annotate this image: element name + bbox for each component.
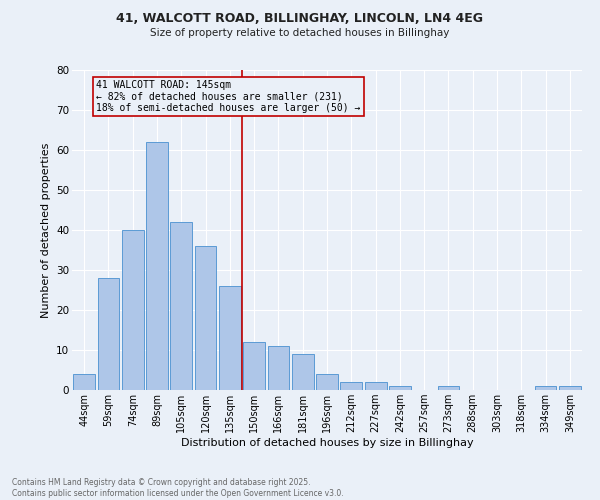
Text: 41, WALCOTT ROAD, BILLINGHAY, LINCOLN, LN4 4EG: 41, WALCOTT ROAD, BILLINGHAY, LINCOLN, L… (116, 12, 484, 26)
Bar (170, 222, 192, 390)
Bar (437, 386, 460, 390)
Bar (559, 386, 581, 390)
Bar (146, 142, 168, 390)
Bar (122, 230, 143, 390)
Bar (194, 246, 217, 390)
Bar (365, 382, 386, 390)
Bar (268, 346, 289, 390)
Bar (535, 386, 556, 390)
Bar (73, 374, 95, 390)
Y-axis label: Number of detached properties: Number of detached properties (41, 142, 50, 318)
Text: Contains HM Land Registry data © Crown copyright and database right 2025.
Contai: Contains HM Land Registry data © Crown c… (12, 478, 344, 498)
Bar (389, 386, 411, 390)
X-axis label: Distribution of detached houses by size in Billinghay: Distribution of detached houses by size … (181, 438, 473, 448)
Bar (316, 374, 338, 390)
Bar (219, 286, 241, 390)
Bar (340, 382, 362, 390)
Bar (243, 342, 265, 390)
Bar (97, 278, 119, 390)
Bar (292, 354, 314, 390)
Text: 41 WALCOTT ROAD: 145sqm
← 82% of detached houses are smaller (231)
18% of semi-d: 41 WALCOTT ROAD: 145sqm ← 82% of detache… (96, 80, 361, 113)
Text: Size of property relative to detached houses in Billinghay: Size of property relative to detached ho… (151, 28, 449, 38)
